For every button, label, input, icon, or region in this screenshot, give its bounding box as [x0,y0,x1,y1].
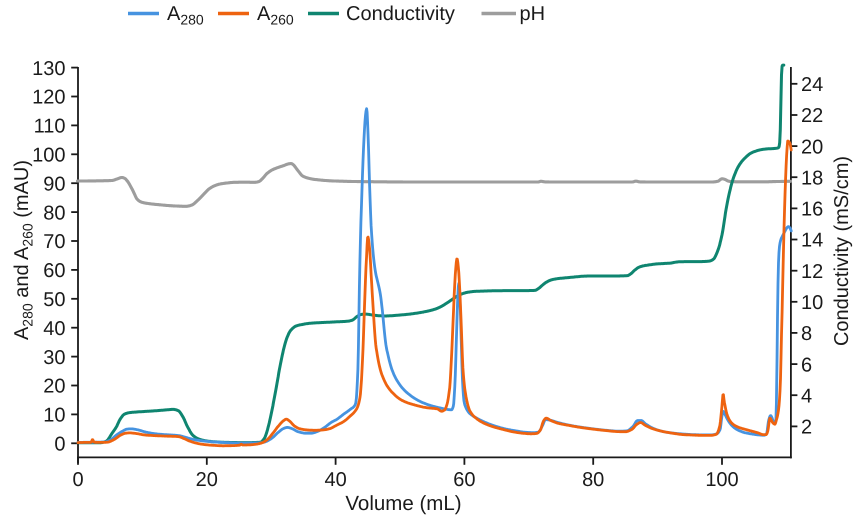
svg-text:12: 12 [801,261,823,283]
svg-text:60: 60 [453,469,475,491]
svg-text:20: 20 [43,376,65,398]
svg-text:130: 130 [32,58,65,80]
svg-text:0: 0 [54,434,65,456]
svg-text:10: 10 [801,292,823,314]
svg-text:20: 20 [196,469,218,491]
svg-text:2: 2 [801,417,812,439]
svg-text:4: 4 [801,385,812,407]
svg-text:pH: pH [520,3,546,25]
svg-text:50: 50 [43,289,65,311]
svg-text:70: 70 [43,231,65,253]
svg-text:110: 110 [34,116,66,138]
svg-text:40: 40 [324,469,346,491]
svg-text:18: 18 [801,167,823,189]
svg-text:Conductivity (mS/cm): Conductivity (mS/cm) [831,156,853,346]
svg-text:40: 40 [43,318,65,340]
svg-text:100: 100 [705,469,738,491]
svg-text:100: 100 [32,145,65,167]
svg-text:0: 0 [72,469,83,491]
svg-text:Conductivity: Conductivity [346,3,455,25]
svg-text:14: 14 [801,230,823,252]
svg-text:Volume (mL): Volume (mL) [345,492,461,515]
svg-text:20: 20 [801,136,823,158]
svg-text:80: 80 [43,202,65,224]
svg-text:30: 30 [43,347,65,369]
svg-text:16: 16 [801,199,823,221]
svg-text:6: 6 [801,354,812,376]
svg-text:60: 60 [43,260,65,282]
svg-text:120: 120 [32,87,65,109]
svg-text:24: 24 [801,74,823,96]
svg-text:90: 90 [43,173,65,195]
svg-text:22: 22 [801,105,823,127]
svg-text:10: 10 [43,405,65,427]
svg-text:80: 80 [582,469,604,491]
svg-text:8: 8 [801,323,812,345]
